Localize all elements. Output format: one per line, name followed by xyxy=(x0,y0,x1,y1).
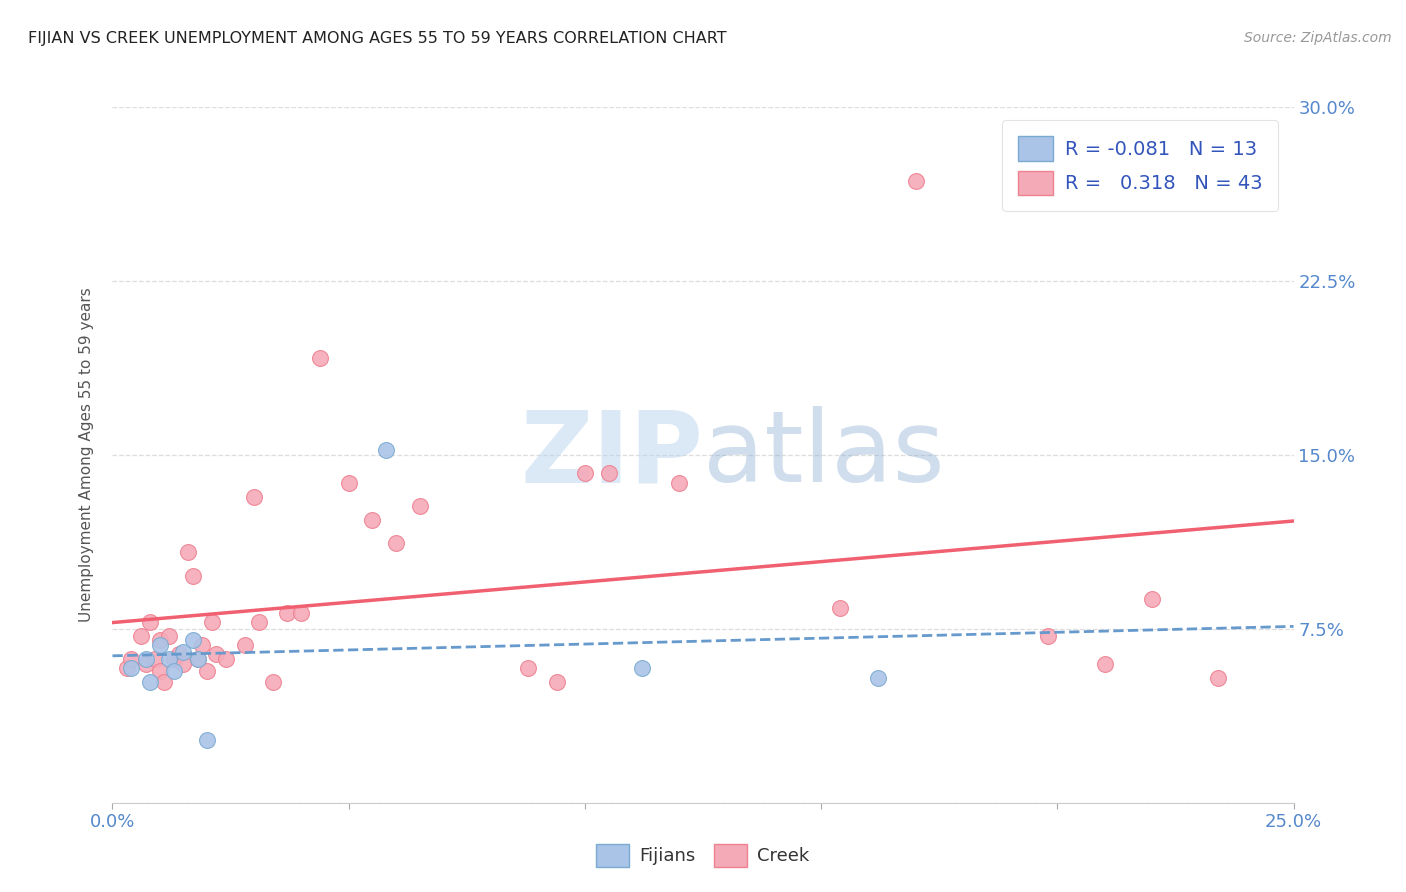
Legend: Fijians, Creek: Fijians, Creek xyxy=(589,837,817,874)
Point xyxy=(135,657,157,671)
Point xyxy=(574,467,596,481)
Point xyxy=(337,475,360,490)
Point xyxy=(247,615,270,629)
Text: atlas: atlas xyxy=(703,407,945,503)
Point xyxy=(177,545,200,559)
Point xyxy=(1036,629,1059,643)
Point xyxy=(181,633,204,648)
Point xyxy=(139,675,162,690)
Point xyxy=(143,652,166,666)
Point xyxy=(290,606,312,620)
Y-axis label: Unemployment Among Ages 55 to 59 years: Unemployment Among Ages 55 to 59 years xyxy=(79,287,94,623)
Point xyxy=(129,629,152,643)
Point xyxy=(904,174,927,188)
Point xyxy=(361,513,384,527)
Point xyxy=(172,645,194,659)
Point xyxy=(630,661,652,675)
Point xyxy=(181,568,204,582)
Point xyxy=(139,615,162,629)
Point xyxy=(546,675,568,690)
Point xyxy=(186,652,208,666)
Point xyxy=(517,661,540,675)
Point xyxy=(153,675,176,690)
Point xyxy=(191,638,214,652)
Legend: R = -0.081   N = 13, R =   0.318   N = 43: R = -0.081 N = 13, R = 0.318 N = 43 xyxy=(1002,120,1278,211)
Text: FIJIAN VS CREEK UNEMPLOYMENT AMONG AGES 55 TO 59 YEARS CORRELATION CHART: FIJIAN VS CREEK UNEMPLOYMENT AMONG AGES … xyxy=(28,31,727,46)
Point xyxy=(163,664,186,678)
Point xyxy=(120,652,142,666)
Point xyxy=(205,648,228,662)
Point xyxy=(243,490,266,504)
Point xyxy=(1094,657,1116,671)
Point xyxy=(149,633,172,648)
Point xyxy=(163,652,186,666)
Text: Source: ZipAtlas.com: Source: ZipAtlas.com xyxy=(1244,31,1392,45)
Point xyxy=(375,443,398,458)
Point xyxy=(172,657,194,671)
Point xyxy=(195,733,218,747)
Point xyxy=(135,652,157,666)
Point xyxy=(215,652,238,666)
Text: ZIP: ZIP xyxy=(520,407,703,503)
Point xyxy=(233,638,256,652)
Point xyxy=(408,499,430,513)
Point xyxy=(201,615,224,629)
Point xyxy=(186,652,208,666)
Point xyxy=(157,629,180,643)
Point xyxy=(262,675,284,690)
Point xyxy=(866,671,889,685)
Point xyxy=(1206,671,1229,685)
Point xyxy=(598,467,620,481)
Point xyxy=(149,664,172,678)
Point xyxy=(668,475,690,490)
Point xyxy=(167,648,190,662)
Point xyxy=(309,351,332,365)
Point xyxy=(120,661,142,675)
Point xyxy=(828,601,851,615)
Point xyxy=(1140,591,1163,606)
Point xyxy=(276,606,298,620)
Point xyxy=(157,652,180,666)
Point xyxy=(195,664,218,678)
Point xyxy=(385,536,408,550)
Point xyxy=(115,661,138,675)
Point xyxy=(149,638,172,652)
